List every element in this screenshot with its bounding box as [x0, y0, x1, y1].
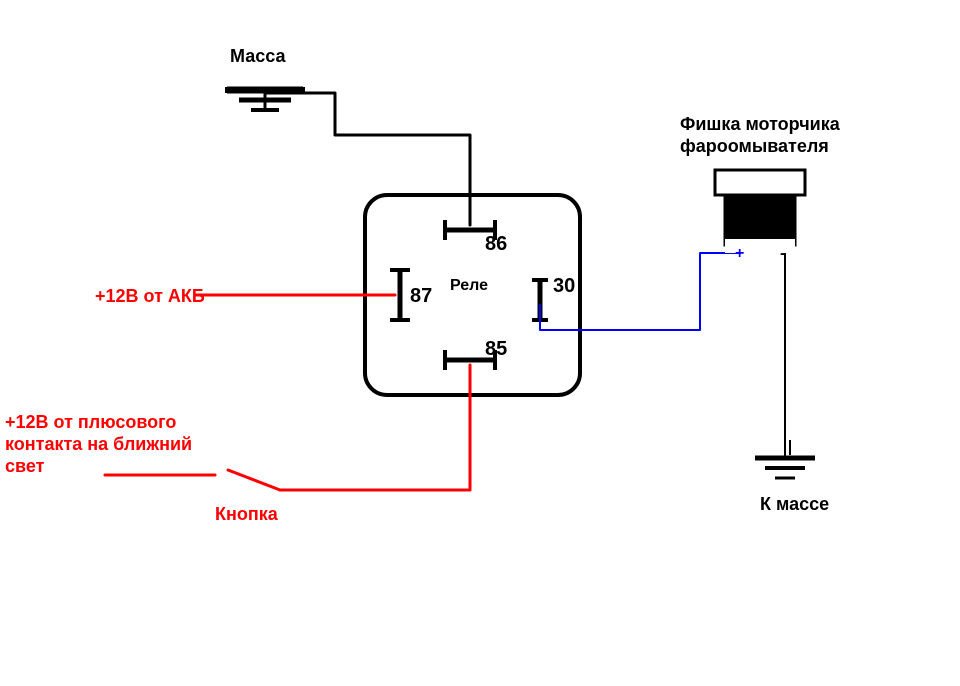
label-plug-line1: Фишка моторчика	[680, 114, 841, 134]
diagram-background	[0, 0, 960, 686]
label-headlight-2: контакта на ближний	[5, 434, 192, 454]
label-pin-87: 87	[410, 285, 432, 307]
label-pin-86: 86	[485, 233, 507, 255]
label-plug-line2: фароомывателя	[680, 136, 829, 156]
label-relay: Реле	[450, 277, 488, 294]
label-plug-minus: -	[780, 245, 785, 262]
label-akb: +12В от АКБ	[95, 286, 205, 306]
label-pin-85: 85	[485, 338, 507, 360]
label-ground-bottom: К массе	[760, 494, 829, 514]
plug-top	[715, 170, 805, 195]
label-pin-30: 30	[553, 275, 575, 297]
label-headlight-3: свет	[5, 456, 45, 476]
label-headlight-1: +12В от плюсового	[5, 412, 176, 432]
label-button: Кнопка	[215, 504, 279, 524]
label-plug-plus: +	[735, 245, 744, 262]
plug-body	[725, 195, 795, 245]
label-ground-top: Масса	[230, 46, 286, 66]
